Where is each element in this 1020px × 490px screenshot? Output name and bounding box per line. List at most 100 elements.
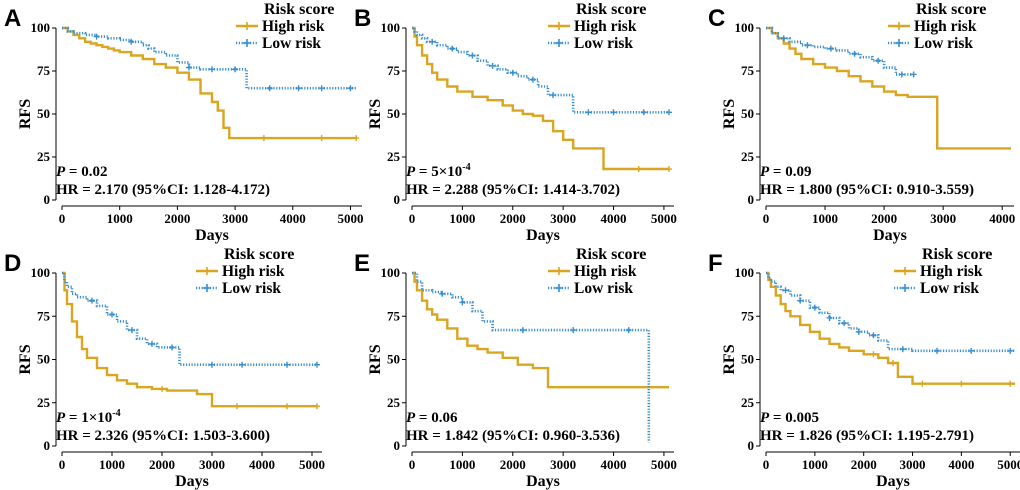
y-tick-label: 75 — [741, 63, 755, 78]
p-symbol: P — [406, 410, 416, 426]
high-risk-curve — [412, 271, 669, 389]
y-tick-label: 0 — [44, 192, 51, 207]
x-axis-title: Days — [873, 227, 907, 244]
low-risk-censor — [109, 311, 115, 318]
y-tick-label: 25 — [741, 395, 755, 410]
legend-censor-icon — [203, 284, 211, 292]
high-risk-censor — [919, 380, 926, 387]
low-risk-censor — [899, 346, 906, 353]
legend-low-risk: Low risk — [914, 35, 973, 52]
low-risk-censor — [314, 361, 320, 368]
low-risk-censor — [610, 109, 617, 116]
x-tick-label: 3000 — [930, 211, 956, 226]
p-value: = 0.005 — [769, 410, 819, 426]
p-value: = 5×10 — [415, 164, 462, 180]
p-symbol: P — [56, 164, 66, 180]
legend-low-risk: Low risk — [262, 35, 321, 52]
x-axis-title: Days — [195, 227, 229, 244]
low-risk-censor — [185, 64, 192, 71]
low-risk-censor — [898, 71, 905, 78]
panel-letter: F — [708, 250, 723, 277]
p-symbol: P — [56, 410, 66, 426]
x-tick-label: 5000 — [299, 457, 325, 472]
y-tick-label: 100 — [31, 20, 51, 35]
x-tick-label: 1000 — [802, 457, 828, 472]
x-tick-label: 4000 — [280, 211, 306, 226]
p-value-text: P = 1×10-4 — [56, 408, 121, 426]
x-tick-label: 2000 — [500, 457, 526, 472]
low-risk-censor — [89, 297, 95, 304]
y-axis-title: RFS — [367, 99, 384, 129]
x-tick-label: 4000 — [601, 211, 627, 226]
legend-censor-icon — [555, 284, 563, 292]
x-tick-label: 2000 — [871, 211, 897, 226]
y-tick-label: 50 — [37, 352, 50, 367]
p-exponent: -4 — [112, 408, 120, 419]
p-symbol: P — [760, 164, 770, 180]
y-tick-label: 75 — [37, 308, 51, 323]
panel-letter: B — [354, 5, 371, 32]
low-risk-censor — [129, 327, 135, 334]
x-tick-label: 2000 — [164, 211, 190, 226]
high-risk-censor — [314, 403, 320, 410]
p-exponent: -4 — [462, 162, 470, 173]
high-risk-censor — [890, 359, 896, 366]
low-risk-censor — [239, 361, 245, 368]
x-tick-label: 4000 — [601, 457, 627, 472]
y-tick-label: 100 — [381, 265, 401, 280]
low-risk-censor — [266, 85, 273, 92]
low-risk-censor — [550, 92, 557, 99]
low-risk-censor — [875, 57, 882, 64]
legend-title: Risk score — [576, 246, 646, 263]
low-risk-curve — [766, 26, 914, 76]
low-risk-censor — [149, 340, 155, 347]
low-risk-censor — [169, 344, 175, 351]
y-tick-label: 75 — [387, 63, 401, 78]
high-risk-curve — [62, 271, 317, 408]
y-tick-label: 50 — [741, 106, 754, 121]
legend-title: Risk score — [264, 1, 334, 18]
x-axis-title: Days — [175, 473, 209, 490]
high-risk-curve — [766, 271, 1016, 385]
legend-title: Risk score — [916, 1, 986, 18]
y-tick-label: 25 — [387, 149, 401, 164]
low-risk-censor — [489, 62, 496, 69]
legend-censor-icon — [895, 39, 903, 47]
high-risk-censor — [870, 351, 877, 358]
legend-censor-icon — [895, 22, 903, 30]
low-risk-curve — [62, 271, 317, 366]
p-value: = 0.09 — [769, 164, 811, 180]
x-tick-label: 1000 — [449, 211, 475, 226]
low-risk-censor — [284, 361, 290, 368]
legend-high-risk: High risk — [222, 263, 285, 280]
y-axis-title: RFS — [367, 344, 384, 374]
x-axis-title: Days — [526, 227, 560, 244]
y-tick-label: 25 — [37, 395, 51, 410]
low-risk-censor — [855, 328, 862, 335]
x-tick-label: 1000 — [99, 457, 125, 472]
x-tick-label: 0 — [763, 211, 770, 226]
high-risk-censor — [1007, 380, 1014, 387]
y-tick-label: 50 — [387, 106, 400, 121]
low-risk-censor — [585, 109, 592, 116]
legend-low-risk: Low risk — [574, 35, 633, 52]
low-risk-censor — [318, 85, 325, 92]
y-tick-label: 100 — [381, 20, 401, 35]
low-risk-censor — [780, 35, 787, 42]
x-tick-label: 5000 — [651, 457, 677, 472]
y-tick-label: 0 — [748, 192, 755, 207]
legend-title: Risk score — [576, 1, 646, 18]
x-tick-label: 1000 — [107, 211, 133, 226]
y-tick-label: 100 — [735, 265, 755, 280]
low-risk-censor — [93, 33, 100, 40]
y-tick-label: 25 — [37, 149, 51, 164]
x-tick-label: 2000 — [500, 211, 526, 226]
low-risk-censor — [295, 85, 302, 92]
low-risk-censor — [570, 327, 577, 334]
